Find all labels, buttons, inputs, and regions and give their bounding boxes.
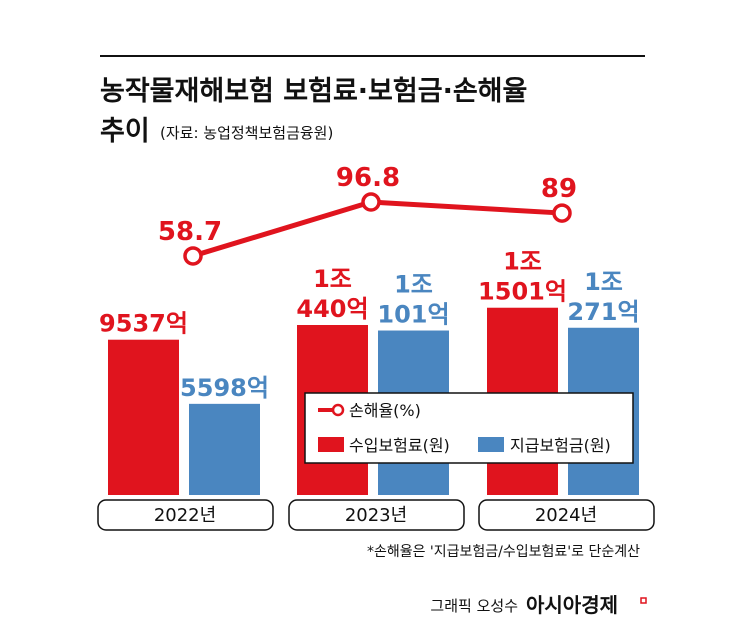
loss-ratio-line-group: 58.7 96.8 89 [158,163,577,266]
chart-title-line1: 농작물재해보험 보험료·보험금·손해율 [100,76,527,107]
loss-ratio-point-1 [361,192,381,212]
label-claims-1-0: 1조 [394,271,433,299]
brand-mark [640,597,647,604]
brand-logo: 아시아경제 [526,593,618,617]
label-premium-0-0: 9537억 [99,310,188,338]
legend-rate-swatch-marker [331,403,345,417]
label-claims-1-1: 101억 [377,301,449,329]
bar-claims-0 [189,403,260,495]
legend-box [304,392,634,464]
chart-source: (자료: 농업정책보험금융원) [160,124,333,142]
legend-claims-label: 지급보험금(원) [510,436,611,455]
legend-premium-swatch [318,437,344,452]
year-box-1 [288,499,465,531]
loss-ratio-point-0 [183,246,203,266]
legend-rate-label: 손해율(%) [349,401,421,420]
year-label-2: 2024년 [535,505,597,526]
label-claims-2-0: 1조 [584,268,623,296]
year-label-0: 2022년 [154,505,216,526]
bar-premium-0 [108,339,179,495]
year-label-1: 2023년 [345,505,407,526]
label-premium-2-1: 1501억 [478,278,567,306]
chart-title-line2: 추이 [100,116,150,147]
year-box-0 [97,499,274,531]
label-premium-1-1: 440억 [296,295,368,323]
year-box-2 [478,499,655,531]
legend-claims-swatch [478,437,504,452]
label-claims-2-1: 271억 [567,298,639,326]
graphic-credit: 그래픽 오성수 [430,597,518,615]
label-claims-0-0: 5598억 [180,374,269,402]
legend-premium-label: 수입보험료(원) [349,436,450,455]
loss-ratio-label-2: 89 [541,174,577,204]
footnote: *손해율은 '지급보험금/수입보험료'로 단순계산 [367,544,640,560]
legend: 손해율(%) 수입보험료(원) 지급보험금(원) [304,392,634,464]
label-premium-1-0: 1조 [313,265,352,293]
loss-ratio-label-1: 96.8 [336,163,400,193]
year-labels: 2022년 2023년 2024년 [97,499,655,531]
loss-ratio-point-2 [552,203,572,223]
label-premium-2-0: 1조 [503,248,542,276]
loss-ratio-label-0: 58.7 [158,217,222,247]
